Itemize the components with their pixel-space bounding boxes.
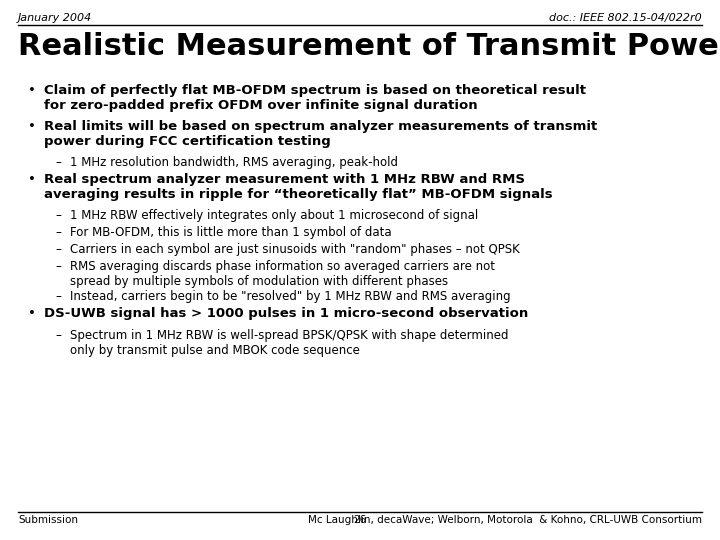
Text: Claim of perfectly flat MB-OFDM spectrum is based on theoretical result
for zero: Claim of perfectly flat MB-OFDM spectrum… (44, 84, 586, 112)
Text: •: • (28, 84, 36, 97)
Text: 1 MHz RBW effectively integrates only about 1 microsecond of signal: 1 MHz RBW effectively integrates only ab… (70, 209, 478, 222)
Text: –: – (55, 156, 61, 169)
Text: Instead, carriers begin to be "resolved" by 1 MHz RBW and RMS averaging: Instead, carriers begin to be "resolved"… (70, 290, 510, 303)
Text: •: • (28, 120, 36, 133)
Text: –: – (55, 243, 61, 256)
Text: doc.: IEEE 802.15-04/022r0: doc.: IEEE 802.15-04/022r0 (549, 13, 702, 23)
Text: Realistic Measurement of Transmit Power: Realistic Measurement of Transmit Power (18, 32, 720, 61)
Text: DS-UWB signal has > 1000 pulses in 1 micro-second observation: DS-UWB signal has > 1000 pulses in 1 mic… (44, 307, 528, 320)
Text: –: – (55, 329, 61, 342)
Text: Spectrum in 1 MHz RBW is well-spread BPSK/QPSK with shape determined
only by tra: Spectrum in 1 MHz RBW is well-spread BPS… (70, 329, 508, 357)
Text: Carriers in each symbol are just sinusoids with "random" phases – not QPSK: Carriers in each symbol are just sinusoi… (70, 243, 520, 256)
Text: 26: 26 (354, 515, 366, 525)
Text: •: • (28, 307, 36, 320)
Text: Mc Laughlin, decaWave; Welborn, Motorola  & Kohno, CRL-UWB Consortium: Mc Laughlin, decaWave; Welborn, Motorola… (308, 515, 702, 525)
Text: January 2004: January 2004 (18, 13, 92, 23)
Text: –: – (55, 226, 61, 239)
Text: –: – (55, 209, 61, 222)
Text: Submission: Submission (18, 515, 78, 525)
Text: Real spectrum analyzer measurement with 1 MHz RBW and RMS
averaging results in r: Real spectrum analyzer measurement with … (44, 173, 553, 201)
Text: –: – (55, 260, 61, 273)
Text: For MB-OFDM, this is little more than 1 symbol of data: For MB-OFDM, this is little more than 1 … (70, 226, 392, 239)
Text: 1 MHz resolution bandwidth, RMS averaging, peak-hold: 1 MHz resolution bandwidth, RMS averagin… (70, 156, 398, 169)
Text: RMS averaging discards phase information so averaged carriers are not
spread by : RMS averaging discards phase information… (70, 260, 495, 288)
Text: Real limits will be based on spectrum analyzer measurements of transmit
power du: Real limits will be based on spectrum an… (44, 120, 598, 148)
Text: –: – (55, 290, 61, 303)
Text: •: • (28, 173, 36, 186)
